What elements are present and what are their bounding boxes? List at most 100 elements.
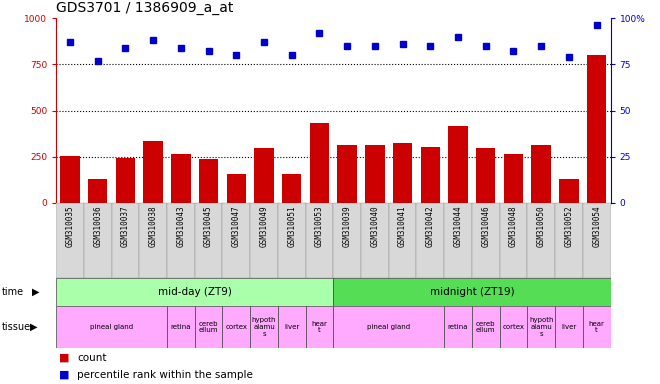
Bar: [84, 203, 112, 278]
Bar: [171, 154, 191, 203]
Bar: [226, 174, 246, 203]
Bar: [306, 203, 333, 278]
Text: mid-day (ZT9): mid-day (ZT9): [158, 287, 232, 297]
Bar: [365, 145, 385, 203]
Text: midnight (ZT19): midnight (ZT19): [430, 287, 514, 297]
Bar: [393, 143, 412, 203]
Text: GSM310036: GSM310036: [93, 205, 102, 247]
Text: time: time: [1, 287, 24, 297]
Bar: [389, 203, 416, 278]
Bar: [583, 203, 610, 278]
Text: hypoth
alamu
s: hypoth alamu s: [529, 317, 554, 337]
Bar: [333, 203, 361, 278]
Bar: [583, 306, 610, 348]
Text: pineal gland: pineal gland: [367, 324, 411, 330]
Text: retina: retina: [170, 324, 191, 330]
Text: cortex: cortex: [225, 324, 248, 330]
Bar: [306, 306, 333, 348]
Bar: [278, 306, 306, 348]
Bar: [222, 203, 250, 278]
Text: GSM310054: GSM310054: [592, 205, 601, 247]
Text: GSM310045: GSM310045: [204, 205, 213, 247]
Bar: [167, 203, 195, 278]
Text: GSM310041: GSM310041: [398, 205, 407, 247]
Text: GSM310038: GSM310038: [148, 205, 158, 247]
Bar: [56, 278, 333, 306]
Text: GSM310037: GSM310037: [121, 205, 130, 247]
Text: tissue: tissue: [1, 322, 30, 332]
Bar: [476, 149, 496, 203]
Bar: [195, 306, 222, 348]
Bar: [199, 159, 218, 203]
Text: GSM310049: GSM310049: [259, 205, 269, 247]
Bar: [337, 145, 357, 203]
Text: liver: liver: [284, 324, 300, 330]
Text: GSM310042: GSM310042: [426, 205, 435, 247]
Bar: [139, 203, 167, 278]
Text: GSM310051: GSM310051: [287, 205, 296, 247]
Text: GSM310039: GSM310039: [343, 205, 352, 247]
Text: ■: ■: [59, 370, 70, 380]
Bar: [416, 203, 444, 278]
Text: GSM310043: GSM310043: [176, 205, 185, 247]
Bar: [444, 306, 472, 348]
Text: GSM310050: GSM310050: [537, 205, 546, 247]
Bar: [555, 306, 583, 348]
Bar: [250, 306, 278, 348]
Bar: [278, 203, 306, 278]
Bar: [444, 203, 472, 278]
Text: ■: ■: [59, 353, 70, 363]
Bar: [559, 179, 579, 203]
Text: GSM310044: GSM310044: [453, 205, 463, 247]
Bar: [112, 203, 139, 278]
Bar: [527, 306, 555, 348]
Bar: [587, 55, 607, 203]
Text: ▶: ▶: [30, 322, 38, 332]
Bar: [555, 203, 583, 278]
Text: GDS3701 / 1386909_a_at: GDS3701 / 1386909_a_at: [56, 1, 234, 15]
Bar: [56, 203, 84, 278]
Text: liver: liver: [561, 324, 577, 330]
Bar: [333, 278, 610, 306]
Text: GSM310053: GSM310053: [315, 205, 324, 247]
Bar: [250, 203, 278, 278]
Text: cortex: cortex: [502, 324, 525, 330]
Text: hear
t: hear t: [312, 321, 327, 333]
Bar: [527, 203, 555, 278]
Text: cereb
ellum: cereb ellum: [199, 321, 218, 333]
Text: hear
t: hear t: [589, 321, 605, 333]
Text: count: count: [77, 353, 107, 363]
Text: GSM310048: GSM310048: [509, 205, 518, 247]
Bar: [420, 147, 440, 203]
Bar: [282, 174, 302, 203]
Text: pineal gland: pineal gland: [90, 324, 133, 330]
Text: GSM310052: GSM310052: [564, 205, 574, 247]
Bar: [448, 126, 468, 203]
Bar: [310, 122, 329, 203]
Bar: [88, 179, 108, 203]
Bar: [143, 141, 163, 203]
Bar: [195, 203, 222, 278]
Bar: [361, 203, 389, 278]
Bar: [60, 156, 80, 203]
Text: cereb
ellum: cereb ellum: [476, 321, 496, 333]
Bar: [115, 158, 135, 203]
Text: GSM310040: GSM310040: [370, 205, 380, 247]
Bar: [472, 203, 500, 278]
Text: percentile rank within the sample: percentile rank within the sample: [77, 370, 253, 380]
Bar: [504, 154, 523, 203]
Text: GSM310035: GSM310035: [65, 205, 75, 247]
Bar: [500, 203, 527, 278]
Bar: [531, 145, 551, 203]
Text: hypoth
alamu
s: hypoth alamu s: [251, 317, 277, 337]
Text: GSM310047: GSM310047: [232, 205, 241, 247]
Text: GSM310046: GSM310046: [481, 205, 490, 247]
Bar: [500, 306, 527, 348]
Text: ▶: ▶: [32, 287, 39, 297]
Bar: [472, 306, 500, 348]
Bar: [333, 306, 444, 348]
Bar: [254, 147, 274, 203]
Bar: [56, 306, 167, 348]
Bar: [222, 306, 250, 348]
Bar: [167, 306, 195, 348]
